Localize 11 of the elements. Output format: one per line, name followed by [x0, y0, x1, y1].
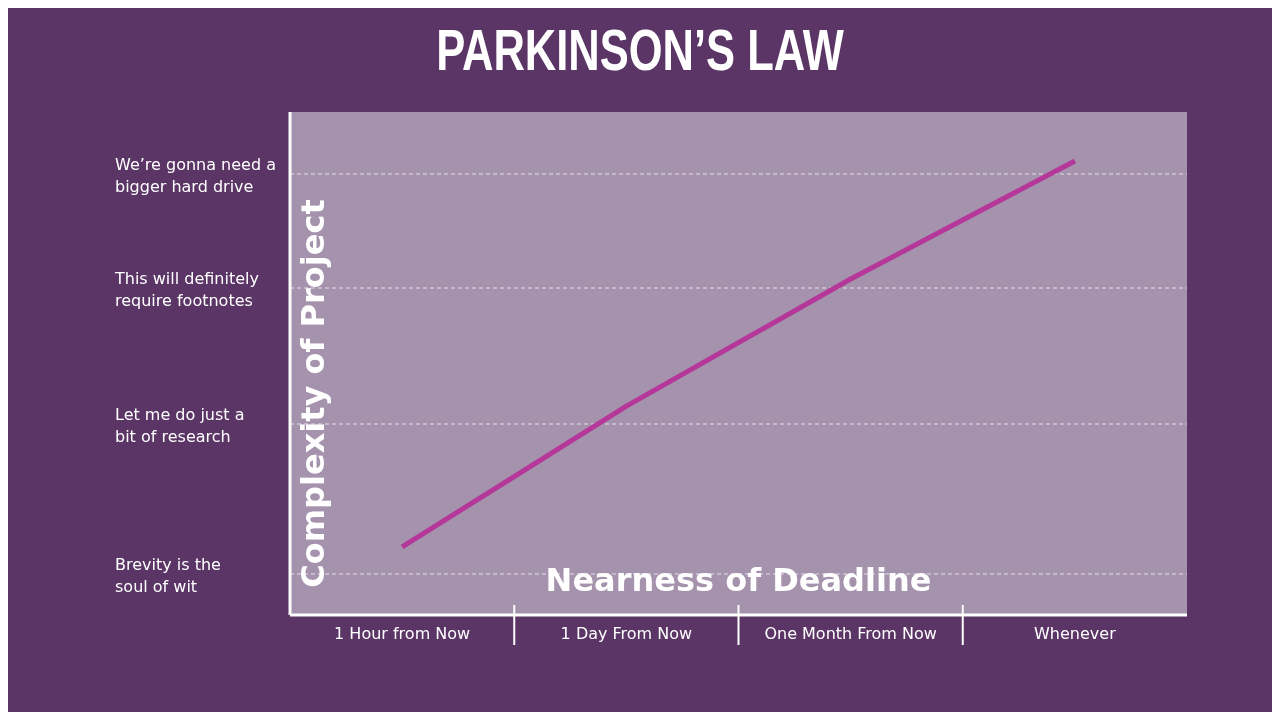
x-tick-label: 1 Day From Now	[560, 624, 693, 643]
text: Brevity is the soul of wit	[115, 555, 221, 596]
x-tick-label: One Month From Now	[764, 624, 937, 643]
text: Let me do just a bit of research	[115, 405, 245, 446]
x-tick-label: Whenever	[1034, 624, 1117, 643]
chart-title: PARKINSON’S LAW	[435, 16, 845, 83]
text: This will definitely require footnotes	[114, 269, 259, 310]
y-axis-title: Complexity of Project	[294, 199, 332, 588]
x-tick-label: 1 Hour from Now	[334, 624, 471, 643]
x-axis-title: Nearness of Deadline	[545, 561, 932, 599]
text: We’re gonna need a bigger hard drive	[115, 155, 276, 196]
